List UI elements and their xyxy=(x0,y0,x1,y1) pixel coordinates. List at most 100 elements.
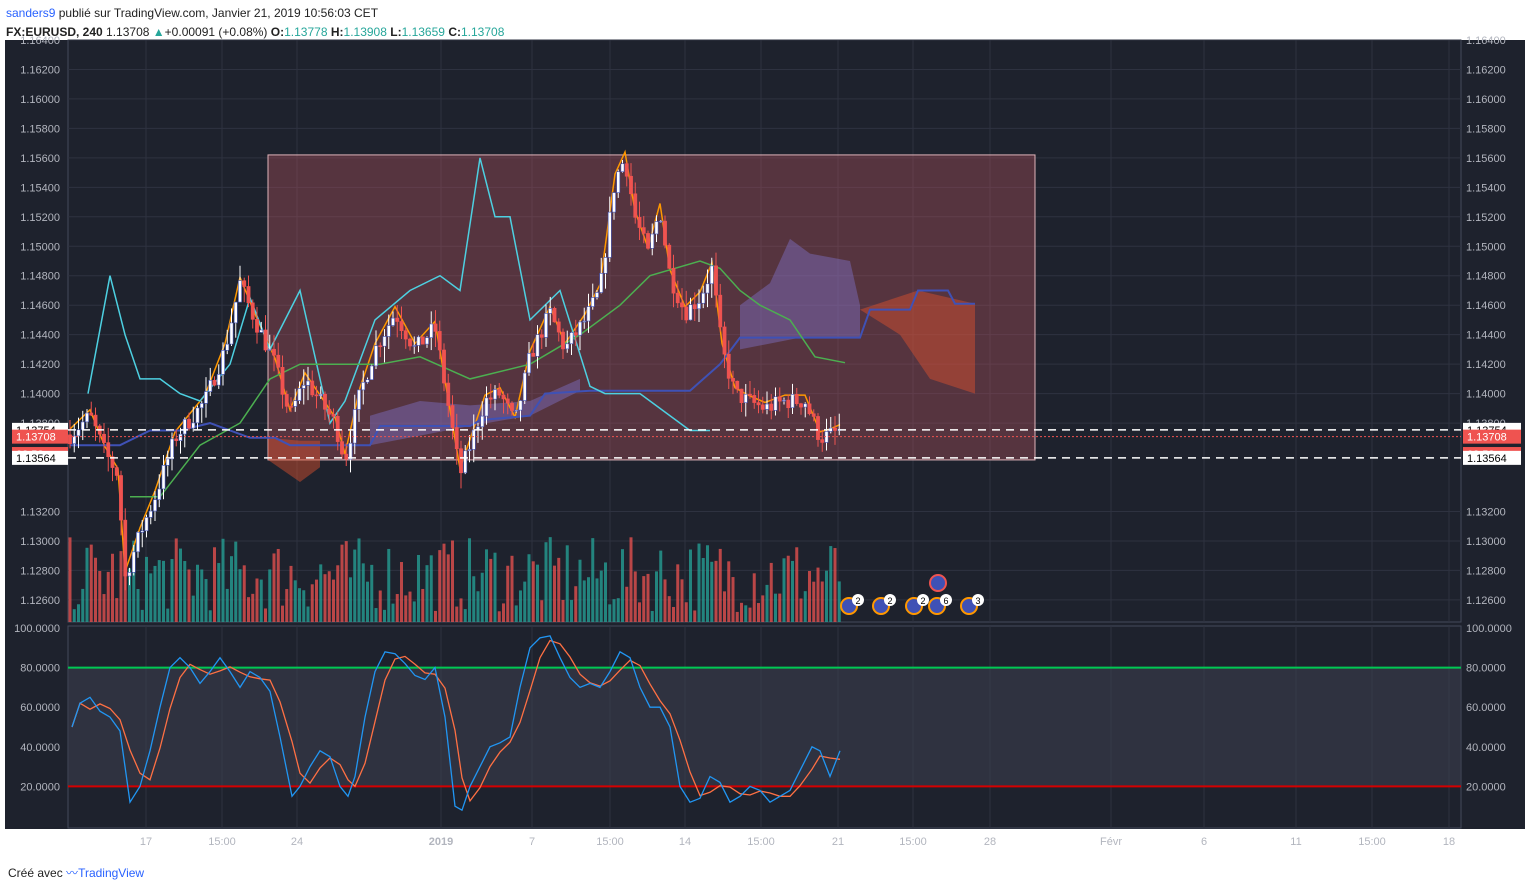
candle-body xyxy=(242,280,247,287)
chart-header: sanders9 publié sur TradingView.com, Jan… xyxy=(6,4,504,42)
volume-bar xyxy=(298,588,301,622)
candle-body xyxy=(76,429,81,437)
time-axis: 17 15:00 24 2019 7 15:00 14 15:00 21 15:00 28 Févr 6… xyxy=(140,836,1455,848)
event-count-badge xyxy=(852,594,864,606)
volume-bar xyxy=(633,571,637,622)
price-label-left: 1.13708 xyxy=(16,432,56,444)
time-tick: 6 xyxy=(1201,836,1207,848)
candle-body xyxy=(748,393,752,396)
candle-body xyxy=(93,414,98,427)
volume-bar xyxy=(196,564,199,622)
time-tick: 15:00 xyxy=(1358,836,1386,848)
candle-body xyxy=(467,449,472,452)
volume-bar xyxy=(179,548,182,622)
price-tick-left: 1.14400 xyxy=(20,330,60,342)
candle-body xyxy=(140,530,145,533)
volume-bar xyxy=(281,605,284,622)
volume-bar xyxy=(213,547,216,622)
volume-bar xyxy=(357,538,361,622)
candle-body xyxy=(102,433,106,443)
candle-body xyxy=(680,302,684,308)
volume-bar xyxy=(502,603,505,622)
author-link[interactable]: sanders9 xyxy=(6,6,56,20)
symbol-label[interactable]: FX:EURUSD, 240 xyxy=(6,25,103,39)
candle-body xyxy=(267,348,272,351)
candle-body xyxy=(425,337,429,345)
volume-bar xyxy=(514,605,518,622)
price-tick-left: 1.14000 xyxy=(20,389,60,401)
up-arrow-icon: ▲ xyxy=(152,25,165,39)
cloud-bear xyxy=(860,290,975,394)
event-count-badge xyxy=(972,594,984,606)
candle-body xyxy=(684,306,689,321)
price-tick-left: 1.13000 xyxy=(20,536,60,548)
volume-bar xyxy=(650,611,654,622)
volume-bar xyxy=(366,581,369,622)
volume-bar xyxy=(234,541,238,622)
volume-bar xyxy=(353,549,357,622)
volume-bar xyxy=(242,565,246,622)
volume-bar xyxy=(336,565,340,622)
volume-bar xyxy=(468,538,471,622)
stoch-tick-right: 100.0000 xyxy=(1466,623,1512,635)
volume-bar xyxy=(519,590,522,622)
volume-bar xyxy=(264,608,267,622)
price-tick-right: 1.14000 xyxy=(1466,389,1506,401)
candle-body xyxy=(301,384,306,389)
volume-bar xyxy=(455,606,459,622)
footer-brand[interactable]: TradingView xyxy=(78,866,145,880)
volume-bar xyxy=(106,571,110,622)
candle-body xyxy=(794,394,799,404)
volume-bar xyxy=(557,557,561,622)
candle-body xyxy=(433,323,438,332)
event-badges[interactable]: 2 2 2 6 3 xyxy=(840,574,984,615)
volume-bar xyxy=(132,540,136,622)
candle-body xyxy=(391,317,395,326)
volume-bar xyxy=(769,562,773,622)
volume-bar xyxy=(497,611,501,622)
volume-bar xyxy=(183,561,187,622)
price-tick-left: 1.16400 xyxy=(20,35,60,47)
candle-body xyxy=(114,467,119,476)
volume-bar xyxy=(442,543,446,622)
volume-bar xyxy=(378,590,382,622)
candle-body xyxy=(229,322,234,345)
time-tick: 15:00 xyxy=(899,836,927,848)
volume-bar xyxy=(782,558,786,622)
candle-body xyxy=(607,211,612,258)
volume-bar xyxy=(472,576,476,622)
price-tick-right: 1.15600 xyxy=(1466,153,1506,165)
candle-body xyxy=(463,450,468,474)
candle-body xyxy=(675,292,680,304)
candle-body xyxy=(263,329,268,351)
candle-body xyxy=(259,329,264,333)
candle-body xyxy=(531,352,536,357)
volume-bar xyxy=(489,558,493,622)
cloud-bull xyxy=(370,378,580,446)
candle-body xyxy=(348,442,353,460)
candle-body xyxy=(595,292,599,298)
candle-body xyxy=(208,379,213,392)
volume-bars xyxy=(68,537,841,622)
tradingview-logo-icon[interactable]: 〰 xyxy=(66,866,79,880)
volume-bar xyxy=(425,565,429,622)
volume-bar xyxy=(510,555,514,622)
volume-bar xyxy=(676,564,680,622)
candle-body xyxy=(654,221,659,235)
volume-bar xyxy=(115,598,119,622)
candle-body xyxy=(408,338,412,347)
volume-bar xyxy=(361,563,365,622)
volume-bar xyxy=(421,588,425,622)
stoch-tick-left: 100.0000 xyxy=(14,623,60,635)
candle-body xyxy=(629,175,633,195)
candle-body xyxy=(72,435,77,445)
volume-bar xyxy=(612,599,616,622)
close-value: 1.13708 xyxy=(460,25,505,39)
candle-body xyxy=(191,422,196,429)
volume-bar xyxy=(540,600,544,622)
price-tick-left: 1.16000 xyxy=(20,94,60,106)
volume-bar xyxy=(204,579,208,622)
candle-body xyxy=(539,334,544,338)
cloud-bull-2 xyxy=(740,238,860,350)
